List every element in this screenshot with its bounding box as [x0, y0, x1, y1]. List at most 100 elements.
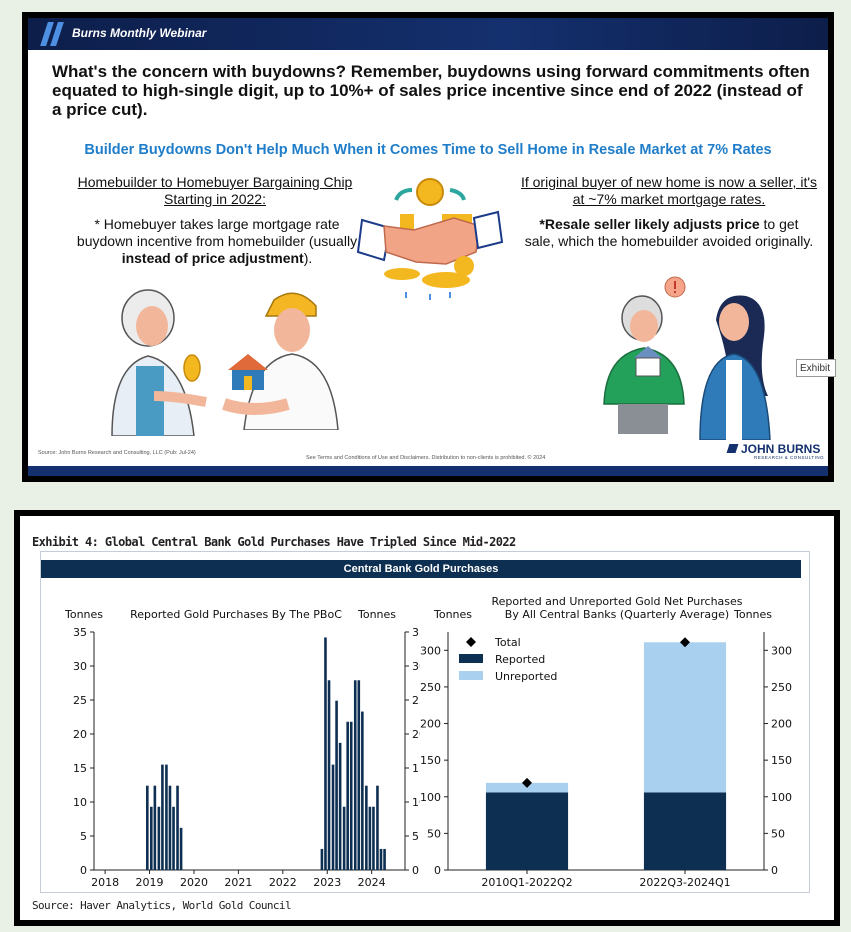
- realtor-woman-icon: [699, 295, 771, 440]
- coin-icon: [183, 354, 201, 382]
- chart2-title: Reported and Unreported Gold Net Purchas…: [491, 595, 742, 608]
- chart1-ytick-label: 25: [73, 694, 87, 707]
- logo-text: JOHN BURNS: [741, 442, 821, 456]
- chart1-xtick-label: 2020: [180, 876, 208, 889]
- chart1-bar: [161, 764, 164, 870]
- exhibit-banner: Central Bank Gold Purchases: [41, 560, 801, 578]
- chart1-bar: [346, 721, 349, 870]
- exhibit-button[interactable]: Exhibit: [796, 359, 836, 377]
- chart2-ytick-label-right: 200: [771, 718, 792, 731]
- left-column-heading: Homebuilder to Homebuyer Bargaining Chip…: [77, 174, 353, 207]
- chart2-category-label: 2010Q1-2022Q2: [481, 876, 572, 889]
- chart1-ytick-label: 15: [73, 762, 87, 775]
- chart2-ytick-label: 250: [420, 681, 441, 694]
- chart1-bar: [365, 785, 368, 870]
- slide-subheading: Builder Buydowns Don't Help Much When it…: [84, 142, 772, 158]
- chart1-bar: [353, 680, 357, 870]
- chart1-xtick-label: 2024: [358, 876, 386, 889]
- chart1-ytick-label-right: 20: [412, 728, 420, 741]
- chart2-ytick-label: 300: [420, 644, 441, 657]
- chart1-ytick-label-right: 0: [412, 864, 419, 877]
- left-text-part: * Homebuyer takes large mortgage rate bu…: [76, 216, 358, 249]
- slide-header: Burns Monthly Webinar: [28, 18, 828, 50]
- chart1-bar: [146, 785, 149, 870]
- chart1-ytick-label-right: 5: [412, 830, 419, 843]
- chart1-bar: [172, 806, 175, 870]
- central-bank-chart: Reported and Unreported Gold Net Purchas…: [420, 595, 792, 889]
- chart2-ytick-label-right: 0: [771, 864, 778, 877]
- construction-worker-icon: [222, 292, 339, 430]
- chart1-ytick-label-right: 35: [412, 626, 420, 639]
- chart2-ytick-label-right: 300: [771, 644, 792, 657]
- chart1-ylabel-right: Tonnes: [357, 608, 396, 621]
- alert-bubble-icon: [664, 276, 686, 298]
- exhibit-source: Source: Haver Analytics, World Gold Coun…: [32, 899, 292, 912]
- chart2-ytick-label-right: 50: [771, 827, 785, 840]
- legend-total-marker: [466, 637, 476, 647]
- chart1-bar: [342, 806, 346, 870]
- webinar-slide: Burns Monthly Webinar What's the concern…: [28, 18, 828, 476]
- chart1-bar: [176, 785, 179, 870]
- chart2-total-marker: [680, 637, 690, 648]
- chart1-bar: [383, 848, 386, 870]
- chart1-bar: [320, 848, 324, 870]
- slide-disclaimer: See Terms and Conditions of Use and Disc…: [306, 455, 546, 461]
- chart1-bar: [349, 721, 353, 870]
- pboc-chart: Reported Gold Purchases By The PBoC Tonn…: [64, 608, 420, 889]
- legend-series-label: Unreported: [495, 670, 557, 683]
- chart1-xtick-label: 2023: [313, 876, 341, 889]
- chart1-xtick-label: 2018: [91, 876, 119, 889]
- chart1-bar: [331, 764, 335, 870]
- chart2-ytick-label: 100: [420, 791, 441, 804]
- chart1-ytick-label: 0: [80, 864, 87, 877]
- chart1-xtick-label: 2021: [224, 876, 252, 889]
- chart1-ytick-label: 10: [73, 796, 87, 809]
- chart1-bar: [327, 680, 331, 870]
- right-column-text: *Resale seller likely adjusts price to g…: [524, 216, 814, 250]
- chart1-bar: [361, 711, 364, 870]
- chart2-ytick-label: 200: [420, 718, 441, 731]
- chart1-ytick-label-right: 10: [412, 796, 420, 809]
- chart1-bar: [376, 785, 379, 870]
- slide-footer-bar: [28, 466, 828, 476]
- chart2-ytick-label: 50: [427, 827, 441, 840]
- chart1-ytick-label-right: 15: [412, 762, 420, 775]
- legend-series-label: Reported: [495, 653, 545, 666]
- chart2-ytick-label: 0: [434, 864, 441, 877]
- logo-mark-icon: [726, 444, 739, 453]
- right-text-bold: *Resale seller likely adjusts price: [539, 216, 760, 232]
- chart-panel-border: [40, 551, 810, 893]
- chart2-bar-reported: [485, 792, 569, 870]
- chart2-bar-unreported: [643, 642, 727, 793]
- chart1-bar: [179, 827, 183, 870]
- logo-subtitle: RESEARCH & CONSULTING: [754, 455, 825, 460]
- chart2-ylabel-left: Tonnes: [433, 608, 472, 621]
- left-column-text: * Homebuyer takes large mortgage rate bu…: [72, 216, 362, 267]
- chart2-ytick-label-right: 100: [771, 791, 792, 804]
- chart1-ytick-label: 5: [80, 830, 87, 843]
- chart1-bar: [153, 785, 157, 870]
- legend-swatch: [459, 671, 483, 680]
- chart1-bar: [338, 742, 342, 870]
- left-text-bold: instead of price adjustment: [121, 250, 304, 266]
- exhibit-panel: Exhibit 4: Global Central Bank Gold Purc…: [20, 516, 834, 920]
- chart1-bar: [324, 637, 327, 870]
- chart1-bar: [357, 680, 361, 870]
- chart2-ylabel-right: Tonnes: [733, 608, 772, 621]
- chart1-xtick-label: 2019: [136, 876, 164, 889]
- chart1-bar: [379, 848, 383, 870]
- chart1-ytick-label-right: 30: [412, 660, 420, 673]
- right-text-part: to get sale, which the homebuilder avoid…: [524, 216, 814, 249]
- chart1-ytick-label: 30: [73, 660, 87, 673]
- chart2-ytick-label-right: 150: [771, 754, 792, 767]
- legend-total-label: Total: [494, 636, 521, 649]
- chart2-title-line1: Reported and Unreported Gold Net Purchas…: [491, 595, 742, 621]
- slide-source: Source: John Burns Research and Consulti…: [38, 450, 196, 456]
- john-burns-logo: JOHN BURNS: [726, 442, 821, 456]
- left-text-part: ).: [303, 250, 313, 266]
- chart2-bar-reported: [643, 792, 727, 870]
- chart2-category-label: 2022Q3-2024Q1: [639, 876, 730, 889]
- chart2-ytick-label-right: 250: [771, 681, 792, 694]
- chart1-bar: [372, 806, 375, 870]
- seller-man-icon: [603, 295, 685, 434]
